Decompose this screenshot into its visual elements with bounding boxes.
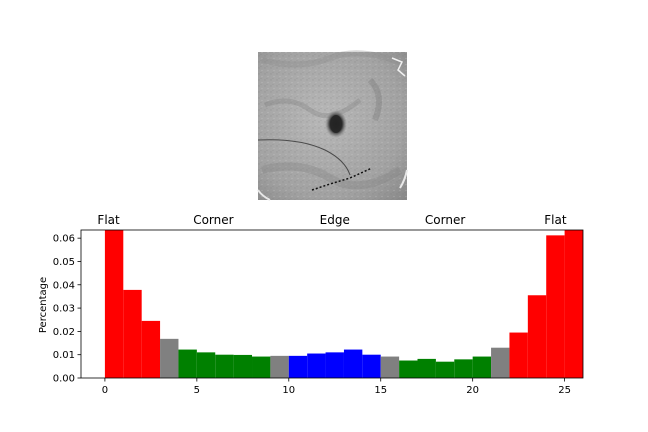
x-tick-label: 25	[558, 385, 571, 396]
x-tick-label: 5	[194, 385, 200, 396]
bar-2-flat	[141, 320, 161, 378]
bar-14-edge	[362, 354, 381, 378]
region-label-corner: Corner	[425, 213, 465, 227]
bar-10-edge	[288, 355, 308, 378]
region-label-corner: Corner	[193, 213, 233, 227]
bar-19-corner	[454, 359, 473, 378]
bar-23-flat	[527, 295, 547, 378]
x-tick-label: 20	[466, 385, 479, 396]
region-labels: Flat Corner Edge Corner Flat	[97, 213, 566, 227]
y-axis-ticks: 0.00 0.01 0.02 0.03 0.04 0.05 0.06	[53, 234, 81, 385]
x-axis-ticks: 0 5 10 15 20 25	[102, 378, 571, 396]
x-tick-label: 0	[102, 385, 108, 396]
bar-5-corner	[196, 352, 216, 378]
y-tick-label: 0.06	[53, 234, 75, 245]
bar-6-corner	[215, 354, 234, 378]
region-label-edge: Edge	[320, 213, 350, 227]
bar-0-flat	[104, 230, 124, 378]
bar-21-transition	[491, 347, 510, 378]
bar-3-transition	[160, 338, 179, 378]
region-label-flat: Flat	[97, 213, 120, 227]
bar-11-edge	[307, 353, 326, 378]
histogram-bars	[104, 230, 583, 378]
bar-4-corner	[178, 349, 197, 378]
bar-13-edge	[343, 349, 363, 378]
y-tick-label: 0.02	[53, 327, 75, 338]
x-tick-label: 15	[374, 385, 387, 396]
bar-7-corner	[233, 354, 253, 378]
bar-24-flat	[546, 235, 565, 378]
x-tick-label: 10	[282, 385, 295, 396]
bar-18-corner	[435, 361, 455, 378]
bar-20-corner	[472, 356, 492, 378]
axes-frame	[80, 229, 584, 379]
y-tick-label: 0.01	[53, 350, 75, 361]
y-axis-label: Percentage	[38, 277, 49, 333]
bar-25-flat	[564, 230, 583, 378]
bar-12-edge	[325, 352, 344, 378]
bar-17-corner	[417, 358, 436, 378]
skin-lesion-image	[257, 50, 408, 201]
bar-9-transition	[270, 355, 289, 378]
y-tick-label: 0.03	[53, 304, 75, 315]
bar-22-flat	[509, 332, 528, 378]
bar-1-flat	[123, 289, 142, 378]
y-tick-label: 0.05	[53, 257, 75, 268]
region-label-flat: Flat	[544, 213, 567, 227]
y-tick-label: 0.04	[53, 280, 75, 291]
y-tick-label: 0.00	[53, 374, 75, 385]
bar-15-transition	[380, 356, 400, 378]
bar-16-corner	[399, 360, 418, 378]
histogram-plot: 0 5 10 15 20 25 0.000.010.020.030.040.050.06 …	[38, 213, 584, 396]
bar-8-corner	[252, 356, 271, 378]
